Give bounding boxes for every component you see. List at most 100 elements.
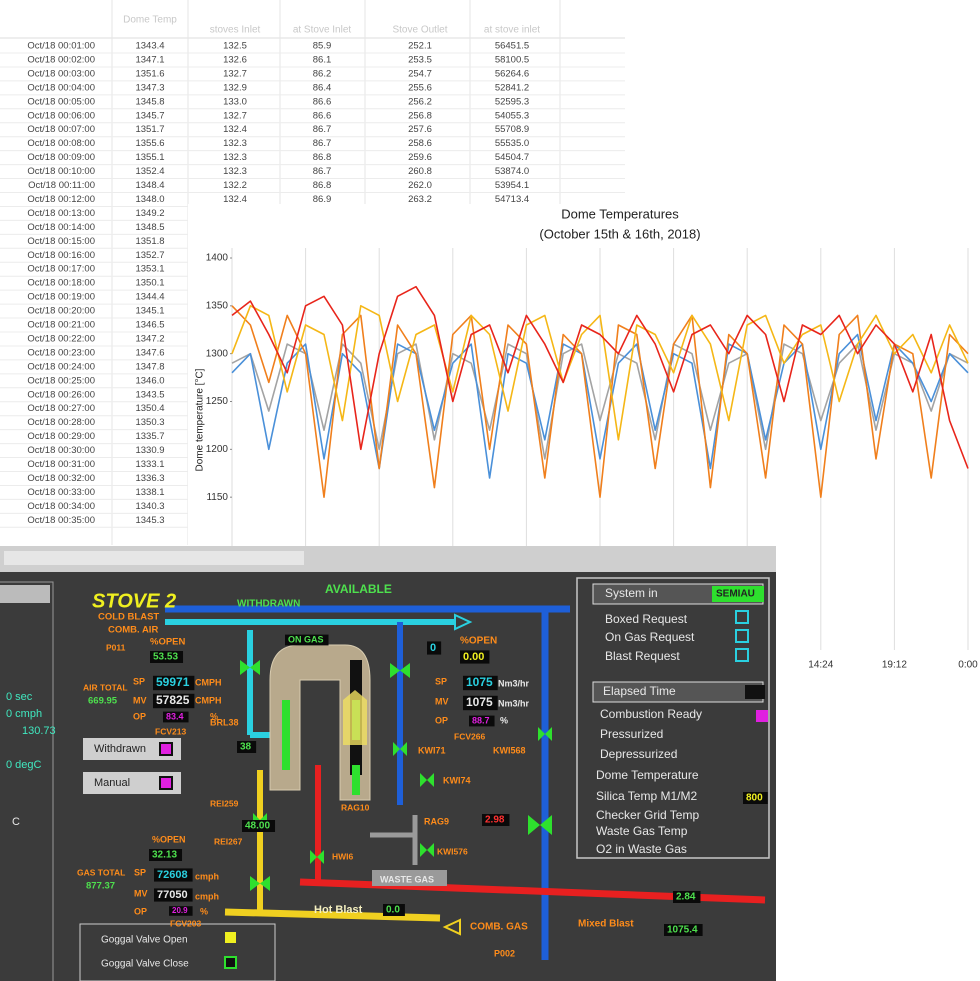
cell: 86.1 <box>313 54 332 65</box>
timestamp: Oct/18 00:24:00 <box>27 361 95 372</box>
cell: 1347.6 <box>135 347 164 358</box>
left-panel-header <box>0 585 50 603</box>
value-box <box>237 741 257 753</box>
cell: 56451.5 <box>495 41 529 52</box>
value-box <box>743 792 768 804</box>
column-header: Stove Outlet <box>392 25 447 36</box>
indicator <box>735 629 749 643</box>
value: 2.98 <box>485 815 505 826</box>
cell: 1345.7 <box>135 110 164 121</box>
label: 0 cmph <box>6 708 42 720</box>
timestamp: Oct/18 00:32:00 <box>27 473 95 484</box>
label: % <box>500 715 508 725</box>
data-line <box>231 343 969 460</box>
label: WASTE GAS <box>380 874 434 884</box>
value-box <box>463 675 498 691</box>
label: REI267 <box>214 836 243 846</box>
label: 669.95 <box>88 696 118 707</box>
label: Nm3/hr <box>498 698 530 708</box>
timestamp: Oct/18 00:28:00 <box>27 417 95 428</box>
valve <box>538 727 552 741</box>
cell: 254.7 <box>408 68 432 79</box>
cell: 132.7 <box>223 68 247 79</box>
cell: 86.7 <box>313 124 332 135</box>
label: P011 <box>106 642 126 652</box>
y-tick-label: 1150 <box>206 492 228 503</box>
label: COLD BLAST <box>98 612 159 623</box>
timestamp: Oct/18 00:08:00 <box>27 138 95 149</box>
timestamp: Oct/18 00:31:00 <box>27 459 95 470</box>
label: RAG9 <box>424 816 449 826</box>
timestamp: Oct/18 00:35:00 <box>27 515 95 526</box>
label: BRL38 <box>210 717 239 727</box>
cell: 1347.1 <box>135 54 164 65</box>
label: HWI6 <box>332 851 354 861</box>
label: CMPH <box>195 695 222 705</box>
value: 77050 <box>157 889 188 901</box>
cell: 85.9 <box>313 41 332 52</box>
cell: 1347.3 <box>135 82 164 93</box>
label: 130.73 <box>22 725 56 737</box>
cell: 1346.5 <box>135 320 164 331</box>
cell: 1344.4 <box>135 292 164 303</box>
label: Pressurized <box>600 727 663 741</box>
value-box <box>154 888 193 902</box>
value-box <box>482 814 510 826</box>
value: 83.4 <box>166 711 184 721</box>
label: Elapsed Time <box>603 684 676 698</box>
label: Boxed Request <box>605 612 688 626</box>
cell: 262.0 <box>408 180 432 191</box>
cell: 256.2 <box>408 96 432 107</box>
chart-subtitle: (October 15th & 16th, 2018) <box>539 226 700 241</box>
status-panel <box>576 577 770 859</box>
timestamp: Oct/18 00:05:00 <box>27 96 95 107</box>
manual-button[interactable] <box>83 772 181 794</box>
label: System in <box>605 586 658 600</box>
value: 1075.4 <box>667 925 698 936</box>
value-box <box>153 693 195 709</box>
cell: 1348.5 <box>135 222 164 233</box>
cell: 1345.1 <box>135 306 164 317</box>
cell: 132.3 <box>223 138 247 149</box>
timestamp: Oct/18 00:13:00 <box>27 208 95 219</box>
cell: 86.8 <box>313 180 332 191</box>
label: KWI74 <box>443 775 471 785</box>
value-box <box>154 868 193 882</box>
label: cmph <box>195 891 219 901</box>
timestamp: Oct/18 00:15:00 <box>27 236 95 247</box>
waste-gas-duct <box>372 870 447 886</box>
cell: 1352.7 <box>135 250 164 261</box>
label: Goggal Valve Close <box>101 959 189 970</box>
y-axis-label: Dome temperature [°C] <box>195 368 206 471</box>
cell: 1335.7 <box>135 431 164 442</box>
column-header: at Stove Inlet <box>293 25 352 36</box>
y-tick-label: 1400 <box>206 253 229 264</box>
timestamp: Oct/18 00:03:00 <box>27 68 95 79</box>
timestamp: Oct/18 00:17:00 <box>27 264 95 275</box>
cell: 132.4 <box>223 124 247 135</box>
cell: 86.9 <box>313 194 332 205</box>
indicator <box>225 932 236 943</box>
cell: 55708.9 <box>495 124 529 135</box>
label: SP <box>133 676 145 686</box>
cell: 52841.2 <box>495 82 529 93</box>
value: 1075 <box>466 695 493 709</box>
data-line <box>231 333 969 479</box>
value: 0 <box>430 642 436 654</box>
label: COMB. AIR <box>108 625 158 636</box>
label: Combustion Ready <box>600 707 702 721</box>
cell: 1350.4 <box>135 403 164 414</box>
label: Depressurized <box>600 747 677 761</box>
withdrawn-button[interactable] <box>83 738 181 760</box>
timestamp: Oct/18 00:10:00 <box>27 166 95 177</box>
mode-box <box>712 586 764 602</box>
valve <box>250 876 270 891</box>
cell: 257.6 <box>408 124 432 135</box>
timestamp: Oct/18 00:06:00 <box>27 110 95 121</box>
value: 20.9 <box>172 906 188 915</box>
value-box <box>469 715 495 727</box>
left-panel <box>0 581 54 981</box>
indicator <box>159 776 173 790</box>
label: Mixed Blast <box>578 919 634 930</box>
column-header: at stove inlet <box>484 25 540 36</box>
